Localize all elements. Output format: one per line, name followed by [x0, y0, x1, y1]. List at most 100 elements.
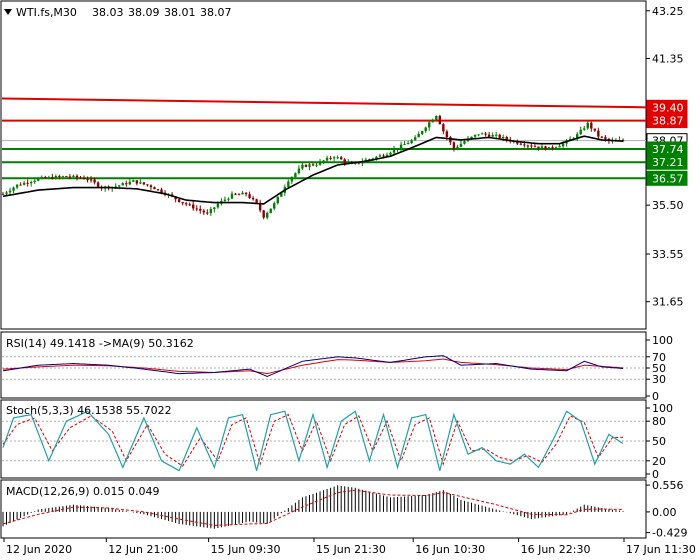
candle-body [276, 196, 279, 204]
candle-body [547, 147, 551, 150]
price-level-badge-text: 38.87 [652, 115, 684, 128]
candle-body [558, 146, 561, 148]
candle-body [494, 134, 498, 136]
candle-body [308, 164, 311, 167]
time-axis-label: 12 Jun 2020 [6, 543, 72, 556]
time-axis-label: 15 Jun 21:30 [316, 543, 386, 556]
candle-body [248, 194, 251, 198]
candle-body [237, 194, 241, 196]
candle-body [452, 142, 456, 149]
collapse-triangle-icon[interactable] [4, 9, 12, 15]
candle-body [125, 183, 128, 185]
candle-body [241, 192, 244, 195]
candle-body [315, 164, 318, 166]
candle-body [142, 182, 146, 185]
resistance-line [1, 97, 647, 109]
candle-body [456, 146, 459, 149]
candle-body [445, 131, 449, 138]
candle-body [505, 137, 508, 140]
candle-body [223, 199, 227, 201]
candle-body [336, 157, 339, 159]
candle-body [54, 176, 58, 179]
candle-body [132, 180, 135, 182]
candle-body [262, 210, 265, 218]
candle-body [47, 177, 50, 179]
candle-body [22, 182, 26, 185]
candle-body [579, 129, 582, 135]
time-axis-label: 17 Jun 11:30 [626, 543, 696, 556]
candle-body [202, 210, 205, 213]
candle-body [44, 177, 47, 179]
candle-body [561, 143, 565, 147]
candle-body [135, 180, 139, 184]
price-level-badge-text: 37.21 [652, 156, 684, 169]
candle-body [8, 190, 12, 193]
price-axis-label: 35.50 [652, 199, 684, 212]
macd-label: MACD(12,26,9) 0.015 0.049 [6, 485, 160, 498]
candle-body [290, 177, 294, 182]
candle-body [540, 146, 544, 148]
stoch-axis-label: 80 [652, 415, 666, 428]
candle-body [403, 144, 406, 146]
stoch-pane[interactable] [0, 399, 647, 479]
rsi-axis-label: 0 [652, 390, 659, 403]
candle-body [280, 192, 283, 197]
candle-body [410, 140, 413, 144]
candle-body [149, 185, 153, 188]
candle-body [516, 141, 519, 144]
candle-body [576, 134, 579, 139]
rsi-axis-label: 30 [652, 373, 666, 386]
candle-body [195, 208, 198, 210]
candle-body [128, 181, 132, 185]
candle-body [255, 199, 258, 203]
candle-body [26, 182, 29, 184]
price-axis-label: 33.55 [652, 248, 684, 261]
candle-body [399, 144, 403, 149]
candle-body [378, 155, 382, 157]
time-axis-label: 16 Jun 22:30 [521, 543, 591, 556]
candle-body [463, 141, 466, 144]
candle-body [442, 124, 445, 132]
candle-body [428, 122, 431, 128]
candle-body [33, 180, 36, 183]
candle-body [487, 134, 491, 137]
stoch-axis-label: 50 [652, 435, 666, 448]
candle-body [75, 175, 79, 178]
ohlc-open: 38.03 [92, 6, 124, 19]
candle-body [368, 159, 371, 161]
rsi-axis-label: 50 [652, 362, 666, 375]
stoch-main-line [2, 410, 624, 472]
symbol-label: WTI.fs,M30 [16, 6, 77, 19]
candle-body [230, 193, 234, 199]
candle-body [590, 122, 593, 129]
candle-body [192, 204, 195, 209]
moving-average-line [2, 135, 624, 205]
candle-body [424, 127, 427, 132]
candle-body [199, 208, 202, 211]
stoch-label: Stoch(5,3,3) 46.1538 55.7022 [6, 404, 172, 417]
candle-body [597, 130, 600, 137]
price-level-badge [646, 113, 688, 129]
candle-body [537, 146, 540, 148]
rsi-axis-label: 70 [652, 351, 666, 364]
candle-body [502, 137, 505, 139]
candle-body [234, 193, 237, 195]
candle-body [435, 115, 438, 120]
stoch-axis-label: 100 [652, 402, 673, 415]
candle-body [322, 160, 325, 162]
price-axis-label: 41.35 [652, 52, 684, 65]
macd-axis-label: -0.429 [652, 527, 687, 540]
candle-body [139, 182, 142, 184]
candle-body [40, 177, 43, 179]
price-level-badge [646, 170, 688, 186]
candle-body [382, 155, 385, 157]
candle-body [297, 168, 301, 174]
main-pane[interactable] [0, 0, 647, 330]
ohlc-high: 38.09 [128, 6, 160, 19]
ohlc-low: 38.01 [164, 6, 196, 19]
candle-body [421, 131, 424, 134]
candle-body [61, 176, 65, 178]
price-level-badge-text: 37.74 [652, 143, 684, 156]
candle-body [273, 203, 276, 209]
